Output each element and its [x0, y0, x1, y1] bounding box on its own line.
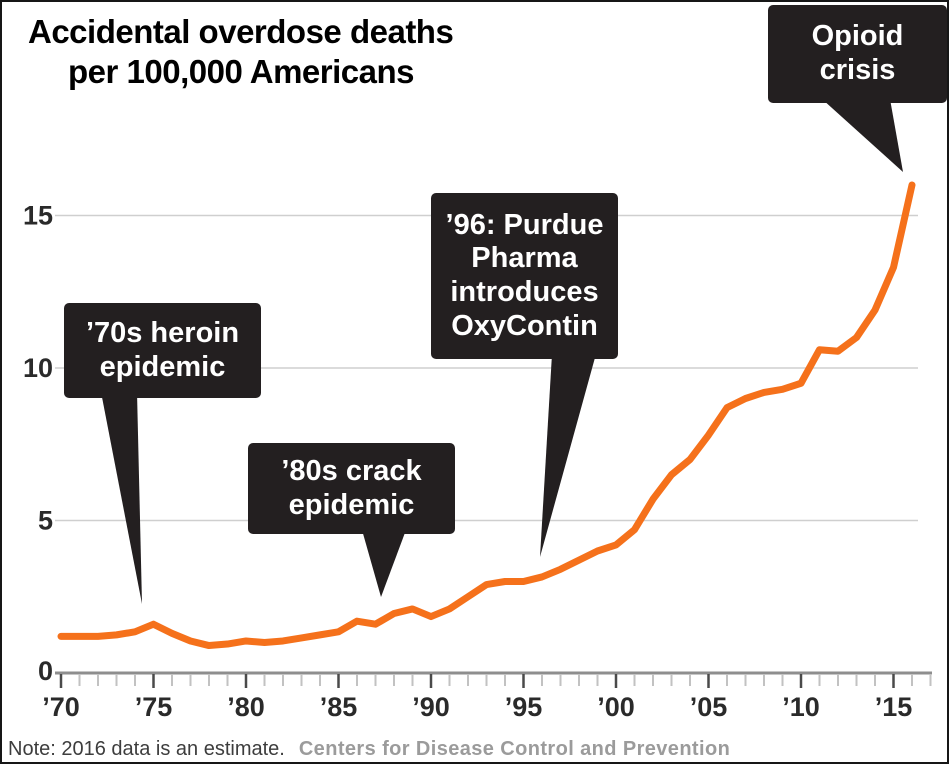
purdue-tail [540, 354, 596, 557]
x-tick-label-2010: ’10 [782, 692, 820, 722]
y-tick-label-0: 0 [38, 656, 53, 686]
x-tick-label-1980: ’80 [227, 692, 265, 722]
callout-text-line: epidemic [288, 488, 415, 521]
callout-text-line: OxyContin [451, 309, 598, 342]
y-tick-label-15: 15 [23, 201, 53, 231]
footnote-text: Note: 2016 data is an estimate. [8, 738, 285, 760]
chart-title-line1: Accidental overdose deaths [28, 13, 454, 50]
footnote: Note: 2016 data is an estimate. Centers f… [8, 738, 730, 761]
x-tick-label-1985: ’85 [320, 692, 358, 722]
callout-opioid-crisis: Opioid crisis [768, 5, 947, 103]
x-tick-label-2000: ’00 [597, 692, 635, 722]
data-source-label: Centers for Disease Control and Preventi… [298, 738, 731, 760]
callout-text-line: ’96: Purdue [445, 208, 604, 241]
callout-80s-crack-epidemic: ’80s crack epidemic [248, 443, 455, 534]
callout-text-line: ’70s heroin [85, 316, 240, 349]
crack-tail [362, 530, 406, 597]
callout-text-line: crisis [819, 54, 896, 86]
callout-text-line: introduces [450, 276, 599, 308]
callout-text-line: Pharma [471, 242, 578, 275]
x-axis [55, 671, 932, 688]
x-tick-label-1990: ’90 [412, 692, 450, 722]
callout-text-line: Opioid [811, 20, 904, 53]
x-tick-label-1970: ’70 [42, 692, 80, 722]
callout-text-line: ’80s crack [281, 454, 422, 487]
overdose-rate-line [57, 181, 916, 650]
y-tick-label-5: 5 [38, 506, 53, 536]
callout-text-line: epidemic [99, 350, 226, 383]
y-axis-tick-labels: 0 5 10 15 [23, 201, 53, 687]
heroin-tail [101, 392, 142, 604]
x-tick-label-2015: ’15 [875, 692, 913, 722]
chart-title: Accidental overdose deaths per 100,000 A… [28, 12, 454, 91]
x-axis-tick-labels: ’70 ’75 ’80 ’85 ’90 ’95 ’00 ’05 ’10 ’15 [42, 692, 912, 722]
opioid-tail [822, 99, 903, 172]
x-tick-label-2005: ’05 [690, 692, 728, 722]
callout-96-purdue-oxycontin: ’96: Purdue Pharma introduces OxyContin [431, 193, 618, 359]
chart-title-line2: per 100,000 Americans [68, 52, 415, 90]
x-tick-label-1995: ’95 [505, 692, 543, 722]
y-tick-label-10: 10 [23, 353, 53, 383]
callout-pointer-tails [101, 99, 903, 604]
x-tick-label-1975: ’75 [135, 692, 173, 722]
callout-70s-heroin-epidemic: ’70s heroin epidemic [64, 303, 261, 398]
